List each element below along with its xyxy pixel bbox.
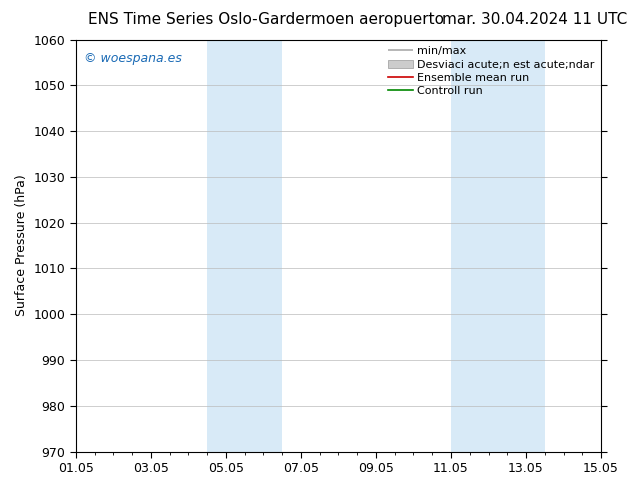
Text: ENS Time Series Oslo-Gardermoen aeropuerto: ENS Time Series Oslo-Gardermoen aeropuer… [88,12,444,27]
Text: © woespana.es: © woespana.es [84,52,181,65]
Bar [489,40,545,452]
Bar [451,40,489,452]
Bar [207,40,245,452]
Bar [245,40,282,452]
Legend: min/max, Desviaci acute;n est acute;ndar, Ensemble mean run, Controll run: min/max, Desviaci acute;n est acute;ndar… [384,42,599,101]
Y-axis label: Surface Pressure (hPa): Surface Pressure (hPa) [15,175,28,317]
Text: mar. 30.04.2024 11 UTC: mar. 30.04.2024 11 UTC [443,12,628,27]
